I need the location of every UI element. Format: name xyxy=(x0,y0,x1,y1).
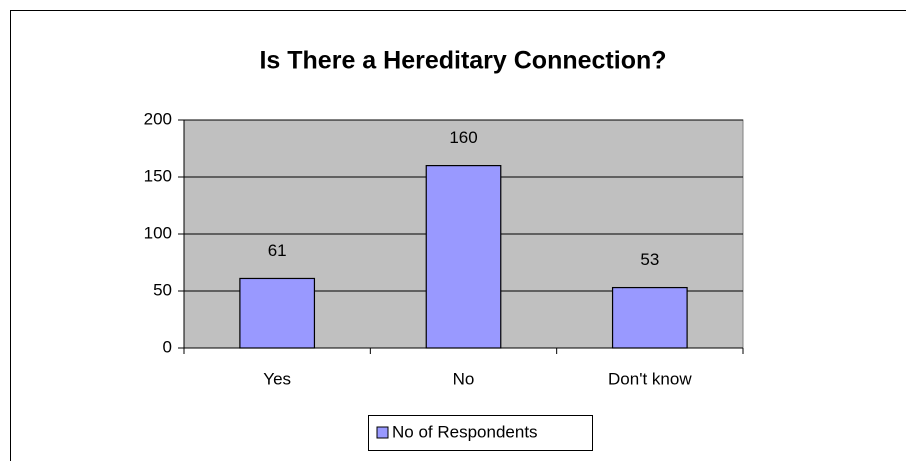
data-label: 61 xyxy=(268,241,287,260)
legend-box xyxy=(368,415,593,451)
chart-title: Is There a Hereditary Connection? xyxy=(259,47,666,75)
x-tick-label: Don't know xyxy=(608,369,692,388)
data-label: 160 xyxy=(449,128,477,147)
y-tick-label: 150 xyxy=(144,166,172,185)
legend-swatch xyxy=(376,426,389,439)
data-label: 53 xyxy=(640,250,659,269)
y-tick-label: 0 xyxy=(163,337,172,356)
legend-label: No of Respondents xyxy=(392,422,538,441)
y-tick-label: 50 xyxy=(153,280,172,299)
x-tick-label: No xyxy=(453,369,475,388)
x-tick-label: Yes xyxy=(263,369,291,388)
bar xyxy=(425,165,502,349)
bar xyxy=(611,286,688,349)
bar xyxy=(239,277,316,349)
y-tick-label: 100 xyxy=(144,223,172,242)
y-tick-label: 200 xyxy=(144,109,172,128)
